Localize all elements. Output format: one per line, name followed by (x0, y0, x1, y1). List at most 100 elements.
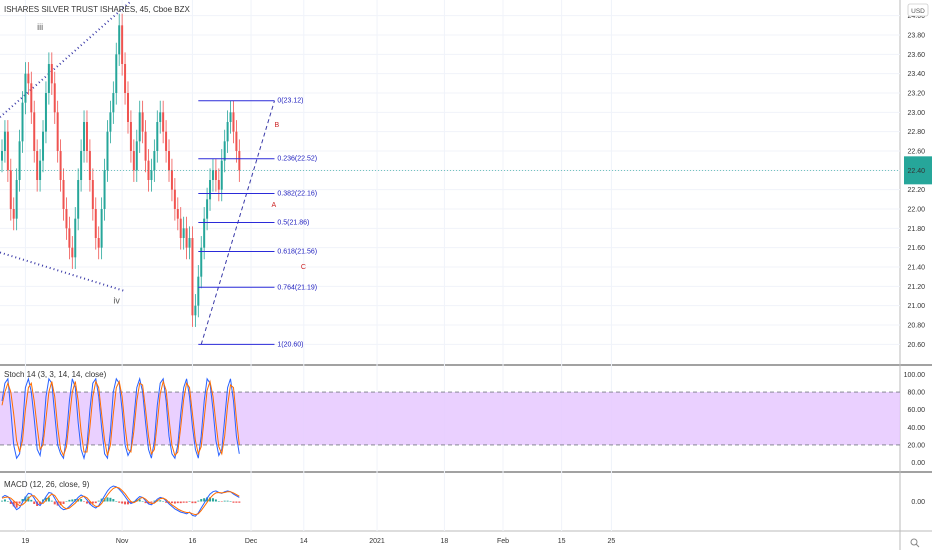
candle-body (156, 122, 159, 151)
candle-body (170, 170, 173, 190)
fib-level-label: 0.236(22.52) (277, 156, 317, 163)
price-tick-label: 23.60 (907, 52, 925, 59)
macd-hist-bar (235, 501, 238, 503)
candle-body (30, 83, 33, 113)
fib-level-label: 0.5(21.86) (277, 220, 309, 227)
macd-hist-bar (203, 498, 206, 502)
stoch-tick-label: 60.00 (907, 407, 925, 414)
macd-hist-bar (53, 501, 56, 505)
candle-body (65, 209, 68, 229)
candle-body (203, 218, 206, 248)
search-icon[interactable] (910, 538, 920, 548)
time-tick-label: 18 (441, 538, 449, 545)
macd-hist-bar (121, 501, 124, 504)
candle-body (235, 131, 238, 151)
macd-hist-bar (97, 500, 100, 502)
abc-wave-label: A (272, 202, 277, 209)
macd-hist-bar (124, 501, 127, 505)
macd-hist-bar (83, 501, 86, 502)
macd-histogram (1, 496, 241, 508)
candle-body (80, 151, 83, 180)
current-price-badge (904, 156, 932, 185)
candle-body (91, 180, 94, 209)
time-tick-label: 2021 (369, 538, 385, 545)
stoch-tick-label: 40.00 (907, 425, 925, 432)
macd-hist-bar (214, 499, 217, 502)
macd-hist-bar (129, 501, 132, 504)
macd-hist-bar (112, 499, 115, 502)
macd-hist-bar (176, 501, 179, 504)
wave-labels: iii iv B A C (37, 22, 306, 306)
stoch-lines (1, 376, 240, 461)
macd-hist-bar (6, 501, 9, 502)
time-tick-label: 25 (608, 538, 616, 545)
candle-body (182, 228, 185, 238)
macd-hist-bar (94, 501, 97, 504)
candle-body (27, 73, 30, 84)
macd-hist-bar (182, 501, 185, 503)
macd-hist-bar (188, 501, 191, 502)
candle-body (126, 93, 129, 122)
candle-body (129, 122, 132, 151)
macd-hist-bar (159, 500, 162, 502)
macd-hist-bar (18, 501, 21, 504)
candle-body (135, 141, 138, 171)
macd-hist-bar (47, 497, 50, 502)
macd-hist-bar (65, 501, 68, 502)
candle-body (176, 209, 179, 219)
macd-hist-bar (62, 501, 65, 504)
time-tick-label: Feb (497, 538, 509, 545)
upper-wedge-line (0, 0, 132, 118)
macd-hist-bar (191, 501, 194, 504)
candle-body (12, 209, 15, 219)
svg-text:USD: USD (911, 8, 925, 15)
macd-hist-bar (71, 499, 74, 502)
macd-hist-bar (138, 499, 141, 502)
price-axis[interactable]: 24.00 23.80 23.60 23.40 23.20 23.00 22.80 22.60… (907, 13, 925, 349)
macd-hist-bar (12, 501, 15, 507)
candle-body (33, 112, 36, 151)
lower-wedge-line (0, 251, 126, 293)
candle-body (197, 276, 200, 306)
macd-hist-bar (147, 501, 150, 504)
time-tick-label: 15 (558, 538, 566, 545)
price-tick-label: 23.00 (907, 110, 925, 117)
stoch-tick-label: 80.00 (907, 390, 925, 397)
candle-body (150, 170, 153, 180)
macd-hist-bar (126, 501, 129, 505)
currency-button[interactable]: USD (907, 3, 929, 17)
macd-hist-bar (15, 501, 18, 508)
fibonacci-retracement[interactable]: 0(23.12) 0.236(22.52) 0.382(22.16) 0.5(21.8… (198, 98, 317, 349)
candle-body (68, 228, 71, 248)
candle-body (206, 199, 209, 219)
abc-wave-label: C (301, 264, 306, 271)
candle-body (165, 131, 168, 151)
price-tick-label: 23.40 (907, 71, 925, 78)
time-tick-label: 14 (300, 538, 308, 545)
macd-legend: MACD (12, 26, close, 9) (4, 480, 90, 489)
macd-hist-bar (109, 497, 112, 502)
price-tick-label: 21.40 (907, 265, 925, 272)
candle-body (226, 122, 229, 142)
macd-hist-bar (115, 501, 118, 502)
candle-body (238, 151, 241, 171)
candle-body (118, 25, 121, 55)
candle-body (62, 180, 65, 209)
candle-body (18, 141, 21, 180)
price-tick-label: 22.80 (907, 129, 925, 136)
macd-hist-bar (200, 499, 203, 502)
candle-body (85, 122, 88, 151)
macd-axis: 0.00 (911, 499, 925, 506)
macd-hist-bar (206, 497, 209, 502)
time-tick-label: Dec (245, 538, 258, 545)
stoch-tick-label: 100.00 (904, 372, 926, 379)
time-axis[interactable]: 19 Nov 16 Dec 14 2021 18 Feb 15 25 (22, 538, 616, 545)
wave-label: iii (37, 22, 43, 32)
candle-body (71, 247, 74, 258)
candle-body (138, 112, 141, 142)
macd-hist-bar (68, 499, 71, 502)
stoch-tick-label: 0.00 (911, 460, 925, 467)
candle-body (94, 209, 97, 238)
